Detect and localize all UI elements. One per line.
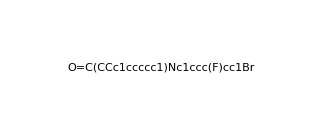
Text: O=C(CCc1ccccc1)Nc1ccc(F)cc1Br: O=C(CCc1ccccc1)Nc1ccc(F)cc1Br — [67, 63, 255, 73]
